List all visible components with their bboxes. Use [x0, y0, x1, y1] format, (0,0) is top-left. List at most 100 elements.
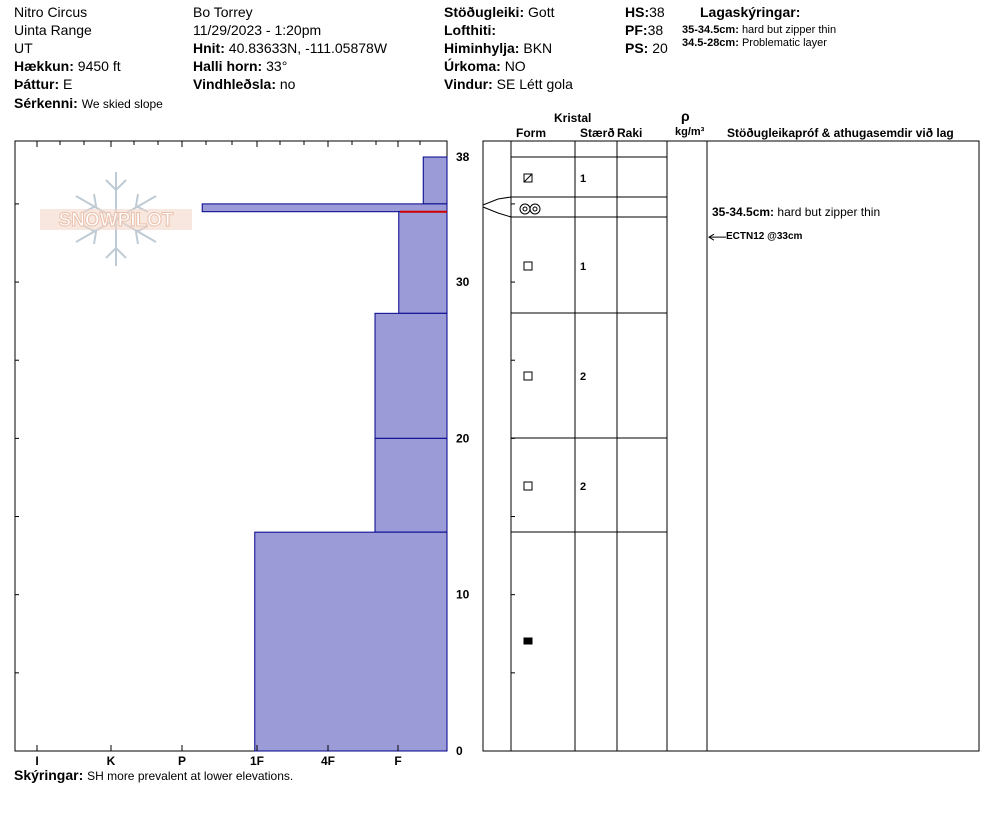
- snow-height: HS:38: [625, 4, 665, 20]
- density-unit: kg/m³: [675, 126, 705, 138]
- faceted-icon: [523, 261, 533, 271]
- height-tick-label: 20: [456, 431, 470, 445]
- hardness-layer-bar: [201, 203, 448, 213]
- melt-forms-icon: [523, 637, 533, 645]
- hardness-layer-bar: [398, 211, 448, 314]
- precipitation: Úrkoma: NO: [444, 58, 526, 74]
- wind: Vindur: SE Létt gola: [444, 76, 573, 92]
- layer-connector: [482, 196, 512, 206]
- stability-test-result: ECTN12 @33cm: [726, 231, 803, 242]
- ski-penetration-label: PS:: [625, 40, 649, 56]
- aspect-label: Þáttur:: [14, 76, 60, 92]
- height-tick-label: 0: [456, 744, 463, 758]
- faceted-rounded-icon-stroke: [523, 173, 533, 183]
- height-tick-label: 38: [456, 150, 470, 164]
- air-temperature-label: Lofthiti:: [444, 22, 497, 38]
- coordinates: Hnit: 40.83633N, -111.05878W: [193, 40, 387, 56]
- sky-cover-label: Himinhylja:: [444, 40, 520, 56]
- aspect: Þáttur: E: [14, 76, 72, 92]
- height-tick-label: 10: [456, 588, 470, 602]
- legend-title: Lagaskýringar:: [700, 4, 801, 20]
- pit-floor-label: PF:: [625, 22, 648, 38]
- stability: Stöðugleiki: Gott: [444, 4, 554, 20]
- air-temperature: Lofthiti:: [444, 22, 496, 38]
- legend-item: 35-34.5cm: hard but zipper thin: [682, 24, 836, 37]
- features-value: We skied slope: [81, 97, 163, 111]
- slope-angle-label: Halli horn:: [193, 58, 263, 74]
- hardness-tick-label: 1F: [250, 754, 264, 768]
- aspect-value: E: [63, 76, 73, 92]
- moisture-header: Raki: [617, 126, 643, 140]
- stability-value: Gott: [528, 4, 555, 20]
- ski-penetration: PS: 20: [625, 40, 668, 56]
- height-tick-label: 30: [456, 275, 470, 289]
- slope-angle-value: 33°: [266, 58, 288, 74]
- hardness-tick-label: I: [35, 754, 38, 768]
- hardness-layer-bar: [374, 437, 448, 533]
- density-symbol: ρ: [681, 108, 690, 124]
- wind-label: Vindur:: [444, 76, 493, 92]
- features-label: Sérkenni:: [14, 95, 78, 111]
- wind-loading-label: Vindhleðsla:: [193, 76, 276, 92]
- location-name: Nitro Circus: [14, 4, 88, 20]
- layer-comment: 35-34.5cm: hard but zipper thin: [712, 206, 880, 219]
- hardness-tick-label: P: [178, 754, 186, 768]
- layer-comment-text: hard but zipper thin: [777, 205, 881, 219]
- elevation-label: Hækkun:: [14, 58, 74, 74]
- comments-text: SH more prevalent at lower elevations.: [87, 769, 294, 783]
- pit-floor: PF:38: [625, 22, 663, 38]
- size-header: Stærð: [580, 126, 615, 140]
- wind-loading: Vindhleðsla: no: [193, 76, 295, 92]
- layer-connector: [482, 206, 512, 218]
- sky-cover: Himinhylja: BKN: [444, 40, 552, 56]
- observer-name: Bo Torrey: [193, 4, 253, 20]
- snow-height-label: HS:: [625, 4, 650, 20]
- ski-penetration-value: 20: [652, 40, 668, 56]
- arrow-left-icon: [708, 233, 715, 241]
- crystal-size-value: 1: [580, 261, 586, 273]
- form-header: Form: [516, 126, 546, 140]
- elevation: Hækkun: 9450 ft: [14, 58, 121, 74]
- precipitation-value: NO: [504, 58, 526, 74]
- legend-item-range: 34.5-28cm:: [682, 37, 739, 49]
- precipitation-label: Úrkoma:: [444, 58, 501, 74]
- faceted-icon: [523, 481, 533, 491]
- crystal-header: Kristal: [554, 111, 592, 125]
- mountain-range: Uinta Range: [14, 22, 92, 38]
- elevation-value: 9450 ft: [77, 58, 121, 74]
- layer-comment-range: 35-34.5cm:: [712, 205, 775, 219]
- hardness-tick-label: K: [107, 754, 116, 768]
- wind-value: SE Létt gola: [496, 76, 573, 92]
- observation-datetime: 11/29/2023 - 1:20pm: [193, 22, 322, 38]
- legend-item: 34.5-28cm: Problematic layer: [682, 37, 827, 50]
- hardness-layer-bar: [374, 312, 448, 439]
- comments-header: Stöðugleikapróf & athugasemdir við lag: [727, 126, 954, 140]
- snow-height-value: 38: [649, 4, 665, 20]
- coordinates-value: 40.83633N, -111.05878W: [228, 40, 388, 56]
- crystal-size-value: 1: [580, 173, 586, 185]
- stability-label: Stöðugleiki:: [444, 4, 525, 20]
- legend-item-text: Problematic layer: [741, 37, 827, 49]
- crystal-size-value: 2: [580, 481, 586, 493]
- faceted-icon: [523, 371, 533, 381]
- faceted-rounded-icon: [523, 173, 533, 183]
- legend-item-range: 35-34.5cm:: [682, 24, 739, 36]
- features: Sérkenni: We skied slope: [14, 95, 163, 112]
- crystal-table-frame: [482, 140, 980, 752]
- hardness-tick-label: F: [394, 754, 401, 768]
- hardness-tick-label: 4F: [321, 754, 335, 768]
- pit-floor-value: 38: [647, 22, 664, 38]
- hardness-layer-bar: [422, 156, 448, 205]
- snowpilot-logo: SNOWPILOT: [40, 172, 192, 266]
- surface-hoar-icon: [519, 203, 541, 215]
- legend-item-text: hard but zipper thin: [741, 24, 837, 36]
- crystal-size-value: 2: [580, 371, 586, 383]
- logo-text: SNOWPILOT: [58, 210, 173, 231]
- comments-label: Skýringar:: [14, 767, 84, 783]
- state: UT: [14, 40, 33, 56]
- sky-cover-value: BKN: [523, 40, 553, 56]
- slope-angle: Halli horn: 33°: [193, 58, 287, 74]
- hardness-layer-bar: [254, 531, 448, 752]
- comments: Skýringar: SH more prevalent at lower el…: [14, 767, 293, 784]
